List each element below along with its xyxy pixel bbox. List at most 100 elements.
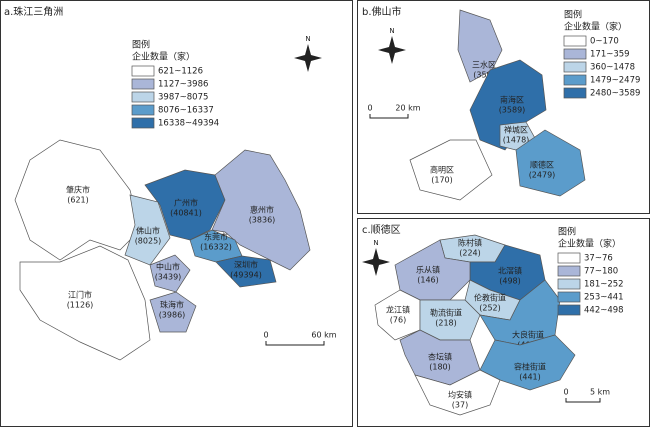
- legend-swatch: [563, 87, 587, 99]
- region-count: (40841): [170, 209, 202, 218]
- region-name: 高明区: [430, 165, 454, 175]
- region-name: 勒流街道: [430, 308, 462, 318]
- legend-swatch: [563, 61, 587, 73]
- region-name: 广州市: [174, 198, 198, 208]
- region: [144, 169, 226, 241]
- legend-swatch: [557, 304, 581, 316]
- region-name: 顺德区: [530, 160, 554, 170]
- region-count: (16332): [200, 243, 232, 252]
- region-count: (1126): [67, 301, 94, 310]
- region-count: (3986): [159, 311, 186, 320]
- region-name: 江门市: [68, 290, 92, 300]
- region: [409, 139, 493, 201]
- region-name: 北滘镇: [498, 266, 522, 276]
- panel-title: b.佛山市: [362, 5, 402, 18]
- region-count: (180): [429, 363, 451, 372]
- region-name: 三水区: [472, 60, 496, 70]
- region: [215, 255, 277, 288]
- scale-bar: [369, 114, 409, 119]
- north-arrow: [294, 44, 322, 72]
- region-count: (49394): [230, 271, 262, 280]
- scale-label: 5 km: [590, 388, 610, 397]
- legend-title: 图例: [132, 39, 150, 51]
- region-count: (1478): [503, 136, 530, 145]
- legend-subtitle: 企业数量（家）: [564, 21, 627, 33]
- region-count: (3589): [499, 106, 526, 115]
- legend-label: 253~441: [584, 293, 624, 303]
- scale-label: 0: [367, 104, 372, 113]
- legend-swatch: [563, 74, 587, 86]
- scale-label: 20 km: [395, 104, 420, 113]
- legend-swatch: [131, 91, 155, 103]
- region: [149, 291, 197, 333]
- legend-label: 0~170: [590, 37, 619, 47]
- region-name: 肇庆市: [66, 185, 90, 195]
- region-name: 杏坛镇: [428, 352, 452, 362]
- legend-label: 181~252: [584, 280, 624, 290]
- scale-label: 0: [263, 331, 268, 340]
- region-name: 南海区: [500, 95, 524, 105]
- legend-title: 图例: [558, 226, 576, 238]
- region: [515, 129, 586, 197]
- region-name: 禅城区: [504, 125, 528, 135]
- scale-bar: [565, 398, 601, 403]
- region-name: 深圳市: [234, 260, 258, 270]
- region-name: 容桂街道: [514, 362, 546, 372]
- legend-label: 3987~8075: [158, 93, 208, 103]
- scale-label: 60 km: [311, 331, 336, 340]
- legend-swatch: [131, 117, 155, 129]
- north-arrow: [362, 248, 390, 276]
- scale-bar: [265, 341, 325, 346]
- legend-subtitle: 企业数量（家）: [558, 238, 621, 250]
- region: [149, 254, 191, 293]
- region-name: 乐从镇: [416, 265, 440, 275]
- north-label: N: [389, 27, 394, 35]
- region-count: (146): [417, 276, 439, 285]
- region-count: (498): [499, 277, 521, 286]
- region-count: (441): [519, 373, 541, 382]
- north-arrow: [378, 36, 406, 64]
- legend-label: 442~498: [584, 306, 624, 316]
- region-count: (170): [431, 176, 453, 185]
- region-count: (76): [390, 316, 406, 325]
- region-name: 珠海市: [160, 300, 184, 310]
- legend-label: 1479~2479: [590, 76, 640, 86]
- legend-subtitle: 企业数量（家）: [132, 51, 195, 63]
- region: [414, 369, 501, 416]
- scale-label: 0: [563, 388, 568, 397]
- legend-label: 171~359: [590, 50, 630, 60]
- legend-swatch: [557, 252, 581, 264]
- region-count: (224): [459, 249, 481, 258]
- panel-title: c.顺德区: [362, 223, 401, 236]
- legend-title: 图例: [564, 9, 582, 21]
- legend-label: 2480~3589: [590, 89, 640, 99]
- region-count: (3439): [155, 273, 182, 282]
- legend-swatch: [557, 265, 581, 277]
- legend-label: 16338~49394: [158, 119, 219, 129]
- legend-label: 360~1478: [590, 63, 635, 73]
- region-name: 佛山市: [136, 226, 160, 236]
- region-count: (3836): [249, 216, 276, 225]
- legend-label: 37~76: [584, 254, 613, 264]
- legend-swatch: [563, 48, 587, 60]
- legend-label: 621~1126: [158, 67, 203, 77]
- region-count: (359): [473, 71, 495, 80]
- region-name: 中山市: [156, 262, 180, 272]
- legend-swatch: [131, 78, 155, 90]
- region-count: (8025): [135, 237, 162, 246]
- region-name: 惠州市: [250, 205, 274, 215]
- legend-swatch: [557, 278, 581, 290]
- region-name: 大良街道: [512, 330, 544, 340]
- region-count: (37): [452, 401, 468, 410]
- region-name: 均安镇: [448, 390, 472, 400]
- legend-swatch: [557, 291, 581, 303]
- region-count: (621): [67, 196, 89, 205]
- legend-label: 77~180: [584, 267, 618, 277]
- region: [19, 245, 151, 361]
- panel-title: a.珠江三角洲: [4, 5, 63, 18]
- legend-swatch: [131, 104, 155, 116]
- north-label: N: [305, 35, 310, 43]
- north-label: N: [373, 239, 378, 247]
- region-count: (252): [479, 304, 501, 313]
